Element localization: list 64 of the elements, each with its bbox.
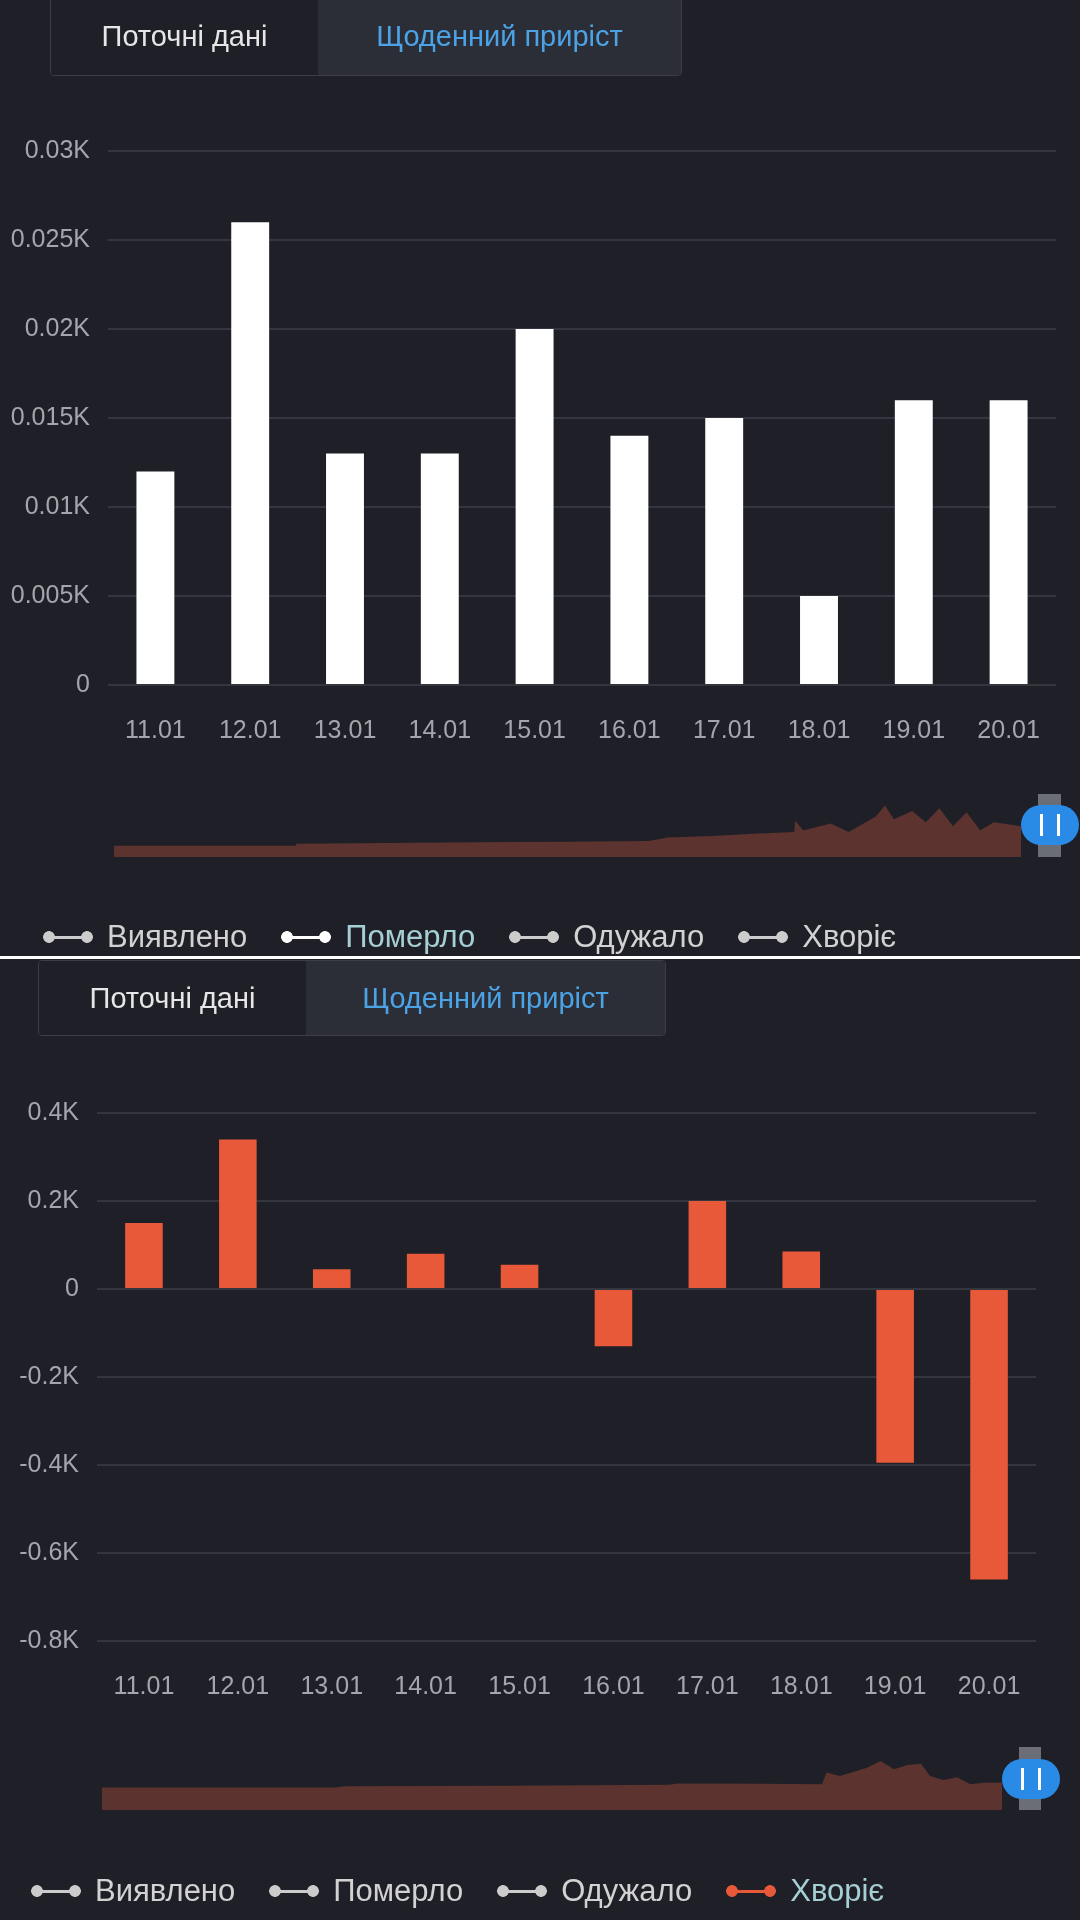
bar (705, 418, 744, 684)
bar (688, 1201, 727, 1288)
bar (782, 1251, 821, 1288)
bar (894, 400, 933, 684)
bar (312, 1269, 351, 1288)
bar (970, 1290, 1008, 1580)
bar (231, 222, 270, 684)
legend-label: Одужало (573, 919, 705, 955)
x-tick-label: 19.01 (863, 1670, 927, 1699)
y-tick-label: -0.2K (19, 1360, 80, 1389)
y-tick-label: -0.6K (19, 1536, 80, 1565)
bar (500, 1264, 539, 1288)
y-tick-label: 0.005K (10, 579, 91, 608)
bar (515, 329, 554, 684)
legend-label: Померло (345, 919, 476, 955)
tab: Щоденний приріст (318, 0, 681, 75)
x-tick-label: 15.01 (488, 1670, 551, 1699)
x-tick-label: 16.01 (598, 714, 661, 743)
bar (136, 471, 175, 684)
y-tick-label: 0.015K (10, 401, 91, 430)
x-tick-label: 11.01 (113, 1670, 175, 1699)
x-tick-label: 16.01 (582, 1670, 645, 1699)
bar (800, 596, 838, 684)
x-tick-label: 11.01 (125, 714, 186, 743)
x-tick-label: 13.01 (313, 714, 377, 743)
bar (989, 400, 1028, 684)
bar (326, 453, 364, 684)
bar (610, 435, 649, 684)
x-tick-label: 19.01 (882, 714, 946, 743)
bar (125, 1223, 163, 1288)
bar (406, 1253, 445, 1288)
x-tick-label: 12.01 (218, 714, 282, 743)
y-tick-label: 0.03K (24, 134, 91, 163)
x-tick-label: 14.01 (394, 1670, 457, 1699)
y-tick-label: 0.02K (24, 312, 91, 341)
y-tick-label: 0.2K (27, 1184, 80, 1213)
y-tick-label: -0.4K (19, 1448, 80, 1477)
legend-label: Померло (333, 1873, 464, 1909)
x-tick-label: 12.01 (206, 1670, 270, 1699)
y-tick-label: 0 (76, 668, 90, 697)
legend-label: Хворіє (790, 1873, 885, 1909)
y-tick-label: 0.4K (27, 1096, 80, 1125)
x-tick-label: 18.01 (787, 714, 851, 743)
x-tick-label: 18.01 (769, 1670, 833, 1699)
bar (420, 453, 459, 684)
y-tick-label: 0.025K (10, 223, 91, 252)
x-tick-label: 15.01 (503, 714, 566, 743)
legend-label: Одужало (561, 1873, 693, 1909)
x-tick-label: 20.01 (957, 1670, 1021, 1699)
tab: Щоденний приріст (306, 961, 665, 1035)
x-tick-label: 13.01 (300, 1670, 364, 1699)
x-tick-label: 20.01 (977, 714, 1040, 743)
x-tick-label: 17.01 (676, 1670, 739, 1699)
y-tick-label: 0 (65, 1272, 79, 1301)
x-tick-label: 14.01 (408, 714, 472, 743)
bar (594, 1290, 633, 1347)
y-tick-label: 0.01K (24, 490, 91, 519)
y-tick-label: -0.8K (19, 1624, 80, 1653)
legend-label: Виявлено (107, 919, 248, 955)
legend-label: Виявлено (95, 1873, 236, 1909)
bar (219, 1139, 257, 1288)
legend-label: Хворіє (802, 919, 897, 955)
x-tick-label: 17.01 (692, 714, 756, 743)
bar (876, 1290, 914, 1463)
